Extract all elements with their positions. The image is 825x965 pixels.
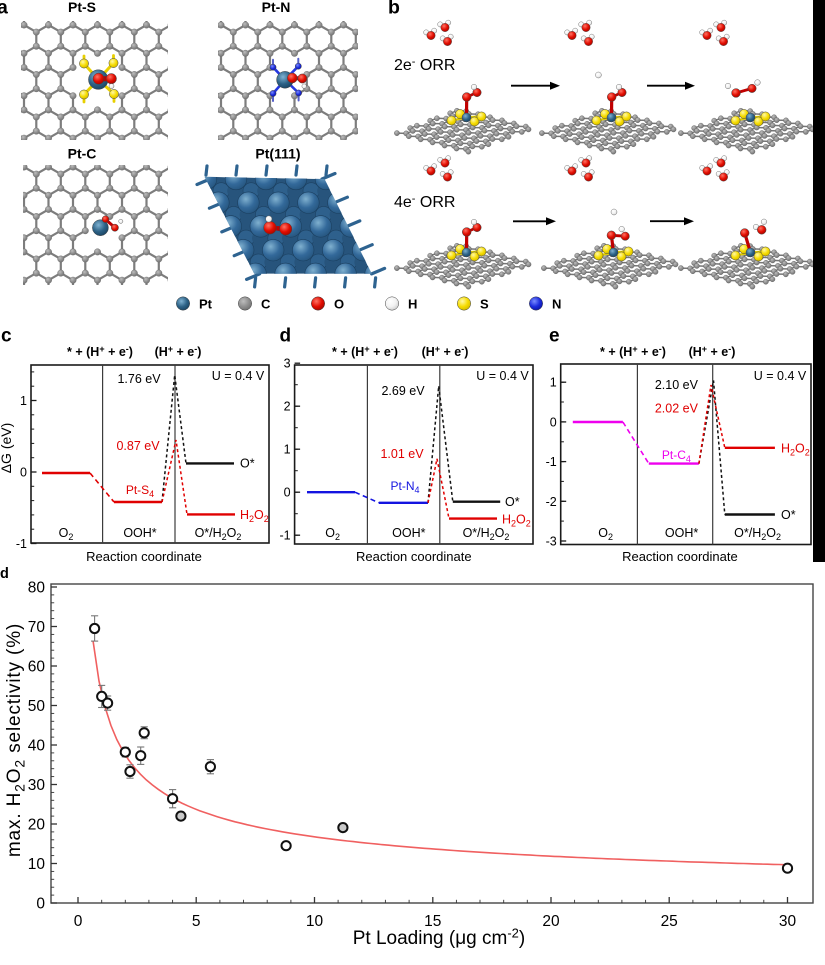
svg-text:O*: O* [240,457,255,471]
svg-text:ΔG (eV): ΔG (eV) [0,423,14,474]
svg-text:O*: O* [505,495,520,509]
svg-text:Reaction coordinate: Reaction coordinate [86,549,202,564]
svg-text:80: 80 [28,580,46,597]
svg-text:-1: -1 [546,455,557,469]
svg-text:b: b [388,0,400,19]
svg-text:0: 0 [550,415,557,429]
svg-text:O*/H2O2: O*/H2O2 [195,526,242,542]
svg-text:0.87 eV: 0.87 eV [116,439,160,453]
svg-text:1.76 eV: 1.76 eV [117,372,161,386]
svg-text:-1: -1 [279,529,290,543]
svg-text:50: 50 [28,698,46,715]
svg-text:OOH*: OOH* [392,526,425,540]
svg-text:N: N [552,297,561,312]
svg-text:U = 0.4 V: U = 0.4 V [212,369,265,383]
svg-text:0: 0 [36,896,45,913]
svg-text:Pt Loading (μg cm-2): Pt Loading (μg cm-2) [353,926,525,950]
svg-text:U = 0.4 V: U = 0.4 V [754,369,807,383]
svg-text:2.10 eV: 2.10 eV [655,378,699,392]
svg-text:4e- ORR: 4e- ORR [394,193,455,211]
svg-text:max. H2O2 selectivity (%): max. H2O2 selectivity (%) [4,623,28,857]
svg-text:1: 1 [20,394,27,408]
svg-text:O*/H2O2: O*/H2O2 [463,526,510,542]
svg-text:60: 60 [28,659,46,676]
svg-text:0: 0 [74,913,83,930]
svg-text:-2: -2 [546,495,557,509]
svg-text:2e- ORR: 2e- ORR [394,56,455,74]
svg-text:0: 0 [20,466,27,480]
svg-text:40: 40 [28,738,46,755]
svg-text:Reaction coordinate: Reaction coordinate [356,549,472,564]
svg-text:Pt-S: Pt-S [68,0,96,15]
svg-text:20: 20 [28,817,46,834]
svg-text:2.02 eV: 2.02 eV [655,402,699,416]
svg-text:H: H [408,297,417,312]
svg-text:30: 30 [28,777,46,794]
svg-text:Pt-C: Pt-C [68,146,97,162]
svg-text:30: 30 [779,913,797,930]
svg-text:Pt(111): Pt(111) [255,146,300,162]
svg-text:5: 5 [192,913,201,930]
svg-text:70: 70 [28,619,46,636]
svg-text:O: O [334,297,344,312]
svg-text:Pt: Pt [199,297,213,312]
svg-text:O*/H2O2: O*/H2O2 [734,526,781,542]
svg-text:OOH*: OOH* [665,526,698,540]
svg-text:O*: O* [781,508,796,522]
svg-text:2.69 eV: 2.69 eV [381,384,425,398]
svg-text:-3: -3 [546,535,557,549]
svg-text:25: 25 [661,913,678,930]
svg-text:e: e [549,326,560,347]
svg-text:S: S [480,297,489,312]
svg-text:U = 0.4 V: U = 0.4 V [476,369,529,383]
svg-text:C: C [261,297,271,312]
svg-text:a: a [0,0,8,19]
svg-text:0: 0 [284,486,291,500]
svg-text:2: 2 [284,400,291,414]
svg-text:d: d [0,566,9,582]
svg-text:3: 3 [284,357,291,371]
svg-text:10: 10 [306,913,324,930]
svg-text:1: 1 [284,443,291,457]
svg-text:1: 1 [550,376,557,390]
svg-text:20: 20 [542,913,560,930]
svg-text:Pt-N: Pt-N [262,0,291,15]
svg-text:10: 10 [28,856,46,873]
svg-text:c: c [1,326,12,347]
svg-text:d: d [280,326,292,347]
svg-text:1.01 eV: 1.01 eV [380,447,424,461]
svg-text:-1: -1 [16,537,27,551]
svg-text:OOH*: OOH* [123,526,156,540]
svg-text:Reaction coordinate: Reaction coordinate [622,549,738,564]
